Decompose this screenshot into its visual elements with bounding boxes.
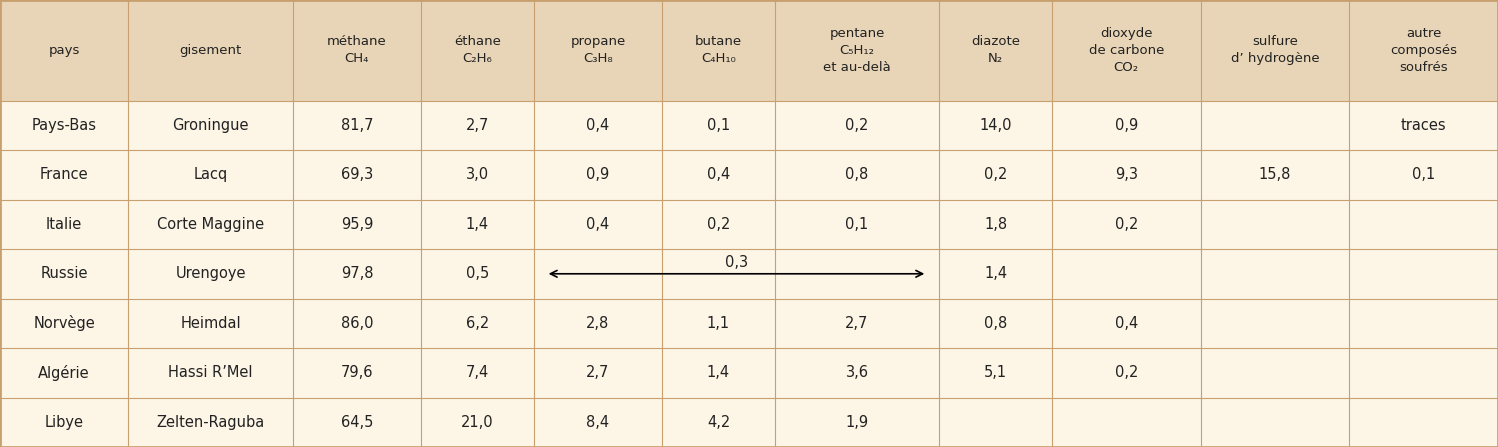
Text: 1,4: 1,4 xyxy=(707,365,730,380)
Text: Algérie: Algérie xyxy=(39,365,90,381)
Text: pays: pays xyxy=(48,44,79,57)
Text: 8,4: 8,4 xyxy=(586,415,610,430)
Text: 4,2: 4,2 xyxy=(707,415,730,430)
Text: 9,3: 9,3 xyxy=(1115,167,1138,182)
Text: 0,3: 0,3 xyxy=(725,255,748,270)
Text: 2,7: 2,7 xyxy=(845,316,869,331)
Text: 0,9: 0,9 xyxy=(586,167,610,182)
Text: 3,6: 3,6 xyxy=(845,365,869,380)
Text: 79,6: 79,6 xyxy=(340,365,373,380)
Text: gisement: gisement xyxy=(180,44,241,57)
Text: 0,1: 0,1 xyxy=(845,217,869,232)
Text: 7,4: 7,4 xyxy=(466,365,488,380)
Bar xyxy=(0,299,1498,348)
Bar xyxy=(0,150,1498,199)
Text: Hassi R’Mel: Hassi R’Mel xyxy=(168,365,253,380)
Text: 15,8: 15,8 xyxy=(1258,167,1291,182)
Text: 0,2: 0,2 xyxy=(845,118,869,133)
Bar xyxy=(0,249,1498,299)
Text: dioxyde
de carbone
CO₂: dioxyde de carbone CO₂ xyxy=(1089,27,1164,74)
Text: 2,7: 2,7 xyxy=(466,118,490,133)
Text: France: France xyxy=(40,167,88,182)
Text: 6,2: 6,2 xyxy=(466,316,488,331)
Text: 64,5: 64,5 xyxy=(340,415,373,430)
Text: 1,9: 1,9 xyxy=(845,415,869,430)
Bar xyxy=(0,0,1498,101)
Text: 0,8: 0,8 xyxy=(984,316,1007,331)
Text: autre
composés
soufrés: autre composés soufrés xyxy=(1390,27,1458,74)
Text: 0,2: 0,2 xyxy=(984,167,1007,182)
Text: 21,0: 21,0 xyxy=(461,415,494,430)
Text: 0,4: 0,4 xyxy=(1115,316,1138,331)
Text: 0,4: 0,4 xyxy=(586,217,610,232)
Text: 0,5: 0,5 xyxy=(466,266,488,281)
Text: butane
C₄H₁₀: butane C₄H₁₀ xyxy=(695,35,742,65)
Text: 5,1: 5,1 xyxy=(984,365,1007,380)
Text: 0,9: 0,9 xyxy=(1115,118,1138,133)
Text: 1,1: 1,1 xyxy=(707,316,730,331)
Text: Russie: Russie xyxy=(40,266,88,281)
Text: 0,4: 0,4 xyxy=(707,167,730,182)
Text: sulfure
d’ hydrogène: sulfure d’ hydrogène xyxy=(1231,35,1320,65)
Text: 69,3: 69,3 xyxy=(340,167,373,182)
Text: 2,8: 2,8 xyxy=(586,316,610,331)
Bar xyxy=(0,101,1498,150)
Text: pentane
C₅H₁₂
et au-delà: pentane C₅H₁₂ et au-delà xyxy=(822,27,891,74)
Text: Zelten-Raguba: Zelten-Raguba xyxy=(156,415,265,430)
Text: Heimdal: Heimdal xyxy=(180,316,241,331)
Text: 2,7: 2,7 xyxy=(586,365,610,380)
Text: 95,9: 95,9 xyxy=(340,217,373,232)
Text: Urengoye: Urengoye xyxy=(175,266,246,281)
Text: Norvège: Norvège xyxy=(33,315,94,331)
Text: Libye: Libye xyxy=(45,415,84,430)
Text: propane
C₃H₈: propane C₃H₈ xyxy=(571,35,626,65)
Text: diazote
N₂: diazote N₂ xyxy=(971,35,1020,65)
Text: 1,8: 1,8 xyxy=(984,217,1007,232)
Text: 3,0: 3,0 xyxy=(466,167,488,182)
Text: 0,8: 0,8 xyxy=(845,167,869,182)
Bar xyxy=(0,348,1498,397)
Text: éthane
C₂H₆: éthane C₂H₆ xyxy=(454,35,500,65)
Text: 14,0: 14,0 xyxy=(980,118,1011,133)
Text: 97,8: 97,8 xyxy=(340,266,373,281)
Text: Pays-Bas: Pays-Bas xyxy=(31,118,97,133)
Text: 0,4: 0,4 xyxy=(586,118,610,133)
Text: 1,4: 1,4 xyxy=(466,217,488,232)
Text: Italie: Italie xyxy=(46,217,82,232)
Text: Groningue: Groningue xyxy=(172,118,249,133)
Text: 0,2: 0,2 xyxy=(1115,365,1138,380)
Bar xyxy=(0,199,1498,249)
Text: 0,2: 0,2 xyxy=(1115,217,1138,232)
Text: traces: traces xyxy=(1401,118,1447,133)
Text: 86,0: 86,0 xyxy=(340,316,373,331)
Text: 81,7: 81,7 xyxy=(340,118,373,133)
Text: 0,2: 0,2 xyxy=(707,217,730,232)
Text: Corte Maggine: Corte Maggine xyxy=(157,217,264,232)
Text: 1,4: 1,4 xyxy=(984,266,1007,281)
Text: 0,1: 0,1 xyxy=(707,118,730,133)
Text: méthane
CH₄: méthane CH₄ xyxy=(327,35,386,65)
Text: Lacq: Lacq xyxy=(193,167,228,182)
Text: 0,1: 0,1 xyxy=(1413,167,1435,182)
Bar xyxy=(0,397,1498,447)
